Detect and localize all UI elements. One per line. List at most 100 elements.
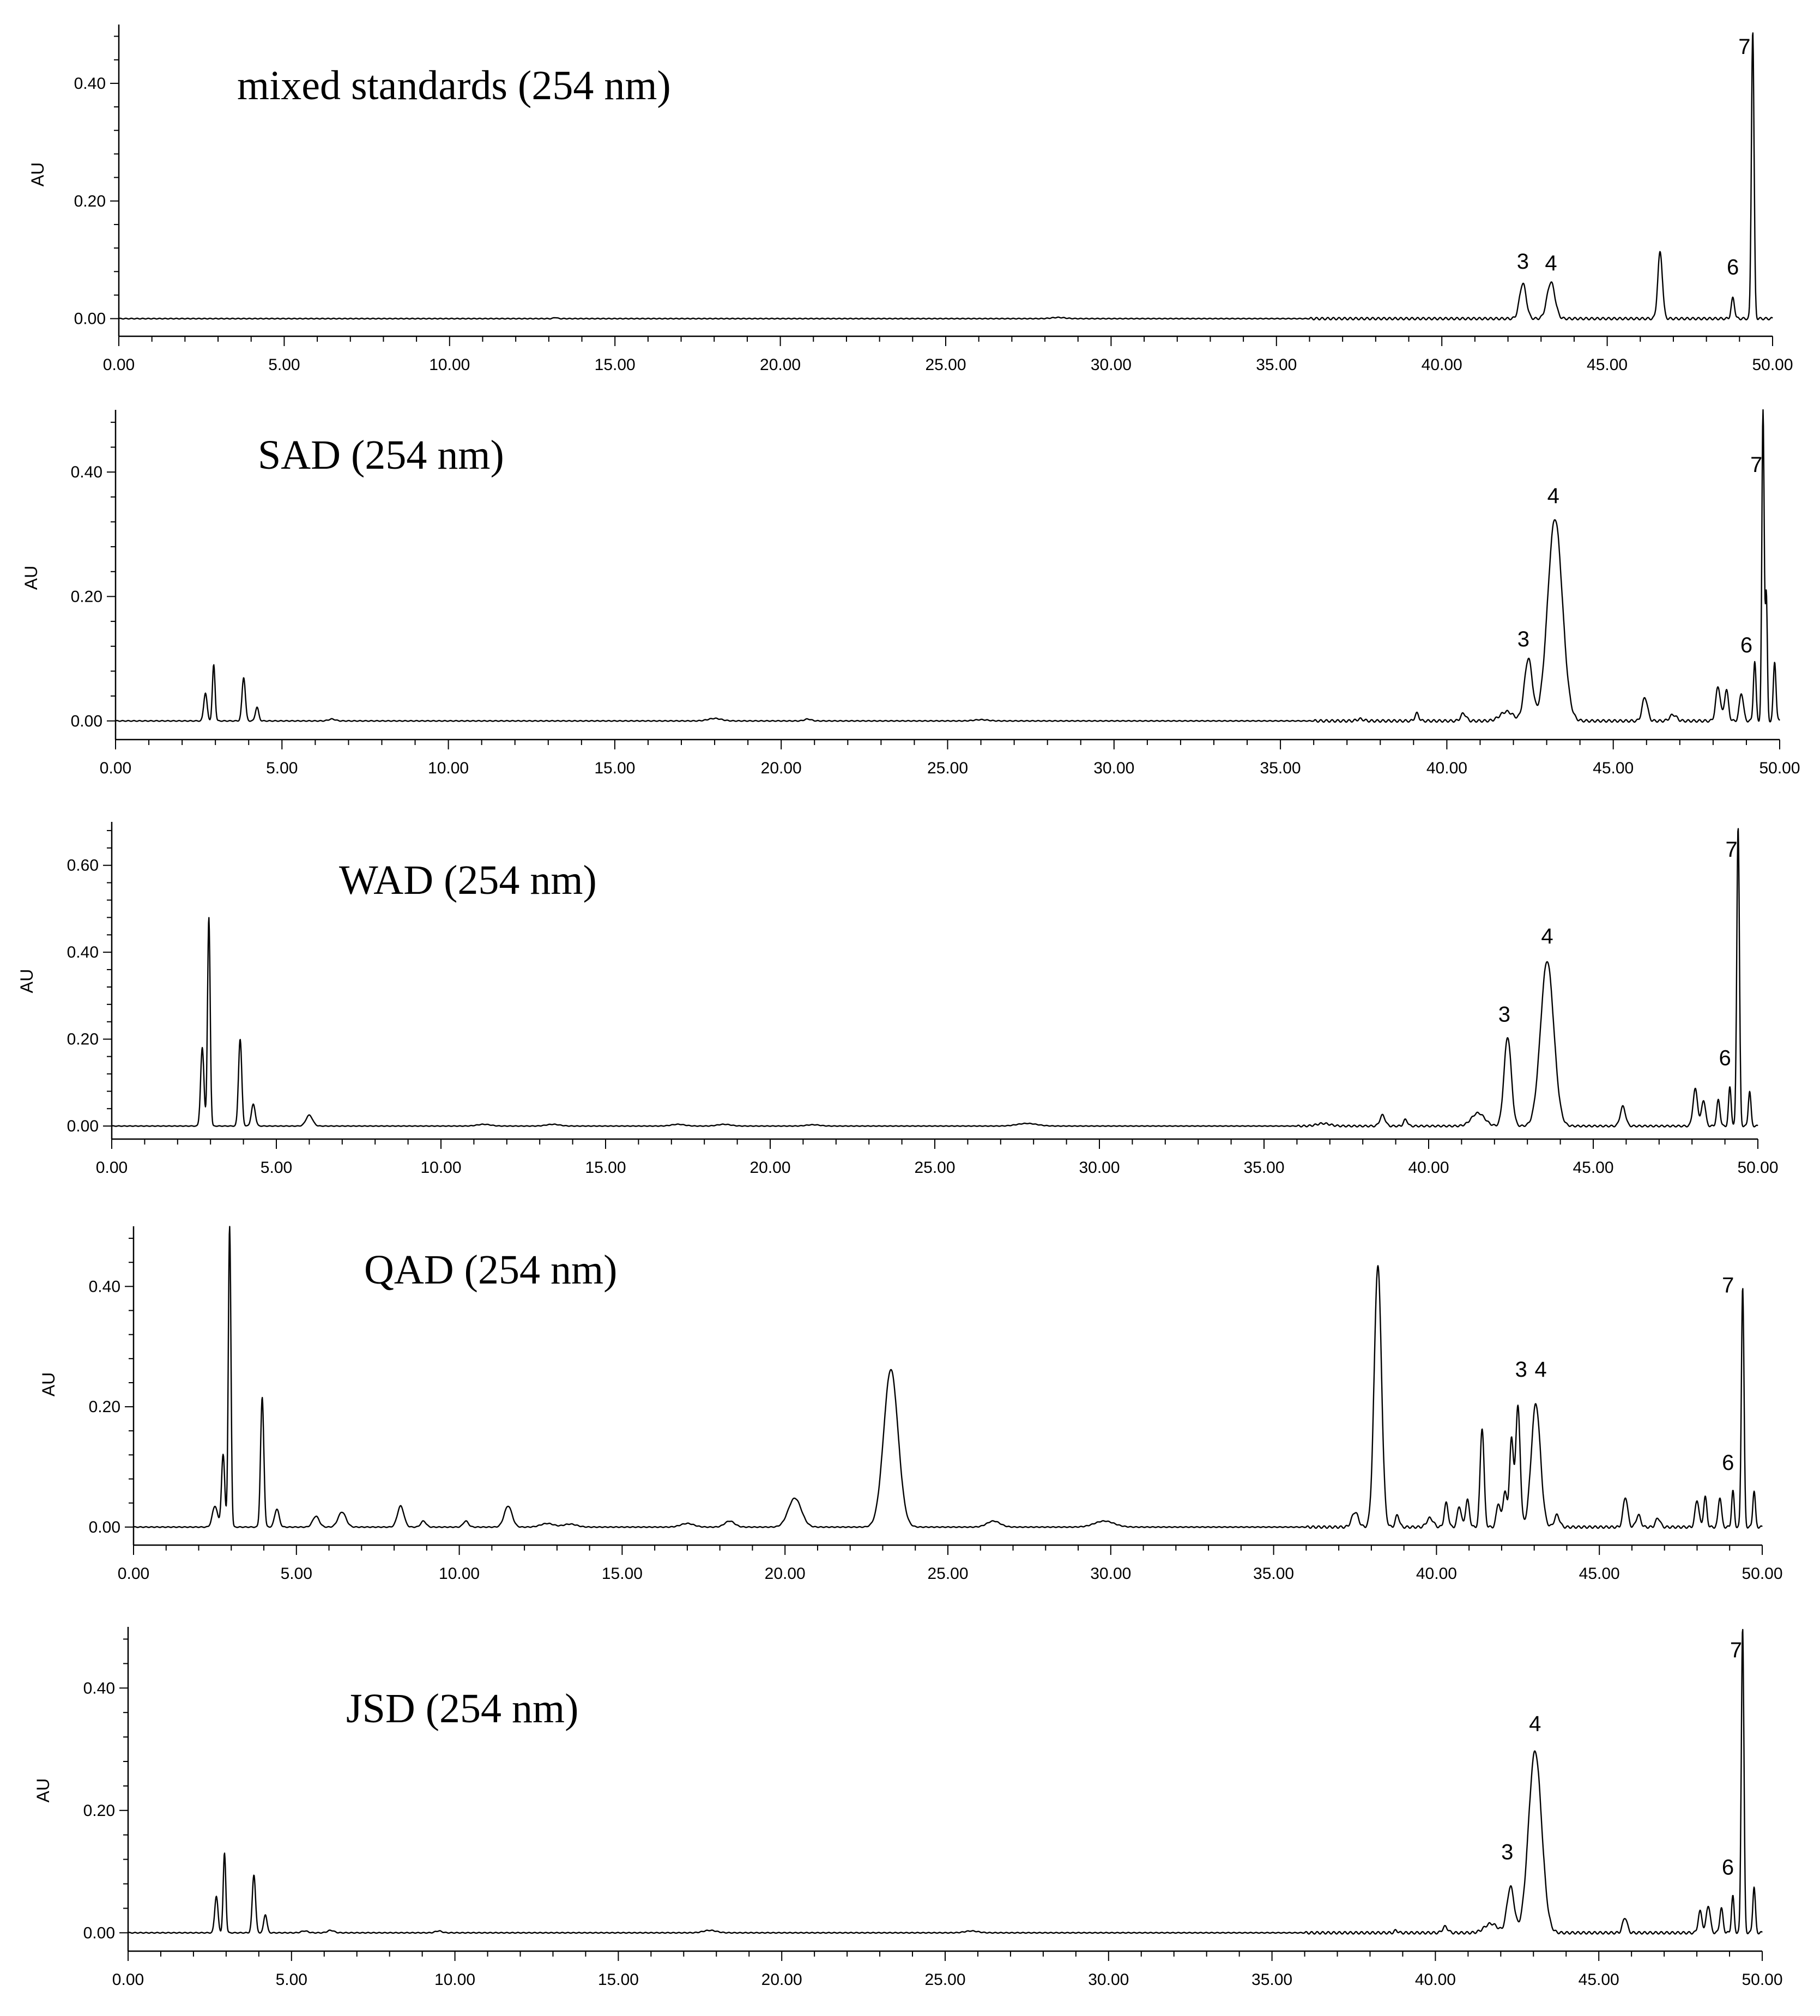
- y-tick-label: 0.00: [67, 1117, 99, 1135]
- chromatogram-panel-4: 0.00 5.00 10.00 15.00 20.00 25.00 30.00 35.00 40…: [39, 1226, 1783, 1583]
- panel-title: WAD (254 nm): [339, 857, 597, 903]
- y-tick-label: 0.00: [83, 1924, 115, 1942]
- chromatogram-trace: [111, 828, 1758, 1128]
- x-tick-label: 10.00: [439, 1565, 480, 1583]
- y-axis-label: AU: [21, 566, 41, 590]
- x-tick-label: 25.00: [927, 759, 968, 777]
- chromatogram-trace: [118, 32, 1773, 320]
- y-tick-label: 0.00: [89, 1518, 120, 1536]
- y-tick-label: 0.20: [71, 588, 102, 606]
- x-tick-label: 30.00: [1079, 1159, 1120, 1177]
- panel-title: mixed standards (254 nm): [237, 63, 671, 108]
- y-axis-label: AU: [17, 969, 37, 993]
- y-tick-label: 0.20: [89, 1398, 120, 1416]
- x-tick-label: 5.00: [266, 759, 298, 777]
- y-axis-label: AU: [33, 1778, 53, 1802]
- peak-label-7: 7: [1730, 1638, 1742, 1662]
- x-tick-label: 30.00: [1093, 759, 1134, 777]
- panel-title: QAD (254 nm): [364, 1247, 617, 1293]
- y-tick-label: 0.00: [74, 310, 106, 328]
- peak-label-3: 3: [1517, 627, 1529, 651]
- x-tick-label: 25.00: [924, 1971, 965, 1989]
- x-tick-label: 25.00: [927, 1565, 968, 1583]
- x-tick-label: 35.00: [1243, 1159, 1284, 1177]
- peak-label-4: 4: [1545, 251, 1557, 275]
- x-tick-label: 5.00: [281, 1565, 312, 1583]
- x-tick-label: 35.00: [1251, 1971, 1292, 1989]
- x-tick-label: 20.00: [765, 1565, 806, 1583]
- peak-label-3: 3: [1498, 1003, 1510, 1027]
- x-tick-label: 45.00: [1593, 759, 1634, 777]
- x-tick-label: 45.00: [1573, 1159, 1613, 1177]
- x-tick-label: 40.00: [1426, 759, 1467, 777]
- peak-label-6: 6: [1722, 1451, 1734, 1475]
- x-tick-label: 15.00: [598, 1971, 639, 1989]
- peak-label-4: 4: [1529, 1712, 1541, 1736]
- peak-label-7: 7: [1726, 838, 1738, 862]
- x-tick-label: 20.00: [749, 1159, 790, 1177]
- x-tick-label: 10.00: [428, 759, 469, 777]
- x-tick-label: 40.00: [1415, 1971, 1456, 1989]
- x-tick-label: 0.00: [112, 1971, 144, 1989]
- x-tick-label: 15.00: [595, 356, 636, 374]
- x-tick-label: 20.00: [760, 356, 801, 374]
- peak-label-4: 4: [1541, 924, 1553, 948]
- x-tick-label: 35.00: [1260, 759, 1301, 777]
- y-tick-label: 0.20: [83, 1802, 115, 1820]
- chromatogram-panel-2: 0.00 5.00 10.00 15.00 20.00 25.00 30.00 35.00 40…: [21, 409, 1800, 777]
- x-tick-label: 30.00: [1091, 356, 1132, 374]
- x-tick-label: 20.00: [761, 1971, 802, 1989]
- y-tick-label: 0.40: [71, 463, 102, 481]
- x-tick-label: 5.00: [268, 356, 300, 374]
- y-tick-label: 0.40: [67, 943, 99, 961]
- peak-label-7: 7: [1750, 453, 1762, 477]
- y-tick-label: 0.00: [71, 712, 102, 730]
- peak-label-3: 3: [1501, 1841, 1513, 1864]
- peak-label-7: 7: [1722, 1273, 1734, 1297]
- x-tick-label: 50.00: [1737, 1159, 1778, 1177]
- x-tick-label: 25.00: [925, 356, 966, 374]
- chromatogram-panel-5: 0.00 5.00 10.00 15.00 20.00 25.00 30.00 35.00 40…: [33, 1627, 1783, 1989]
- x-tick-label: 50.00: [1759, 759, 1800, 777]
- x-tick-label: 25.00: [914, 1159, 955, 1177]
- peak-label-3: 3: [1517, 250, 1529, 274]
- panel-title: SAD (254 nm): [258, 432, 504, 478]
- panel-title: JSD (254 nm): [346, 1686, 578, 1732]
- peak-label-6: 6: [1740, 633, 1752, 657]
- y-tick-label: 0.40: [83, 1679, 115, 1697]
- x-tick-label: 50.00: [1742, 1971, 1782, 1989]
- x-tick-label: 45.00: [1579, 1971, 1619, 1989]
- x-tick-label: 45.00: [1579, 1565, 1620, 1583]
- x-tick-label: 10.00: [434, 1971, 475, 1989]
- x-tick-label: 0.00: [118, 1565, 149, 1583]
- y-tick-label: 0.40: [74, 75, 106, 93]
- x-tick-label: 35.00: [1256, 356, 1297, 374]
- x-tick-label: 5.00: [261, 1159, 292, 1177]
- x-tick-label: 30.00: [1088, 1971, 1129, 1989]
- chromatogram-panel-3: 0.00 5.00 10.00 15.00 20.00 25.00 30.00 35.00 40…: [17, 822, 1779, 1177]
- chromatogram-trace: [115, 409, 1780, 723]
- y-tick-label: 0.60: [67, 857, 99, 875]
- x-tick-label: 15.00: [585, 1159, 626, 1177]
- peak-label-6: 6: [1722, 1856, 1734, 1880]
- y-tick-label: 0.20: [74, 192, 106, 210]
- chromatogram-trace: [128, 1628, 1763, 1935]
- x-tick-label: 40.00: [1408, 1159, 1449, 1177]
- peak-label-3: 3: [1515, 1358, 1527, 1382]
- x-tick-label: 0.00: [96, 1159, 128, 1177]
- x-tick-label: 45.00: [1587, 356, 1628, 374]
- peak-label-4: 4: [1535, 1358, 1547, 1382]
- peak-label-6: 6: [1719, 1046, 1731, 1070]
- x-tick-label: 0.00: [103, 356, 135, 374]
- x-tick-label: 30.00: [1090, 1565, 1131, 1583]
- x-tick-label: 15.00: [594, 759, 635, 777]
- chromatogram-panel-1: 0.00 5.00 10.00 15.00 20.00 25.00 30.00 35.00 40…: [28, 25, 1793, 374]
- peak-label-7: 7: [1738, 35, 1750, 59]
- x-tick-label: 40.00: [1416, 1565, 1457, 1583]
- x-tick-label: 5.00: [276, 1971, 307, 1989]
- x-tick-label: 10.00: [420, 1159, 461, 1177]
- x-tick-label: 20.00: [761, 759, 802, 777]
- x-tick-label: 40.00: [1422, 356, 1462, 374]
- y-axis-label: AU: [28, 162, 47, 186]
